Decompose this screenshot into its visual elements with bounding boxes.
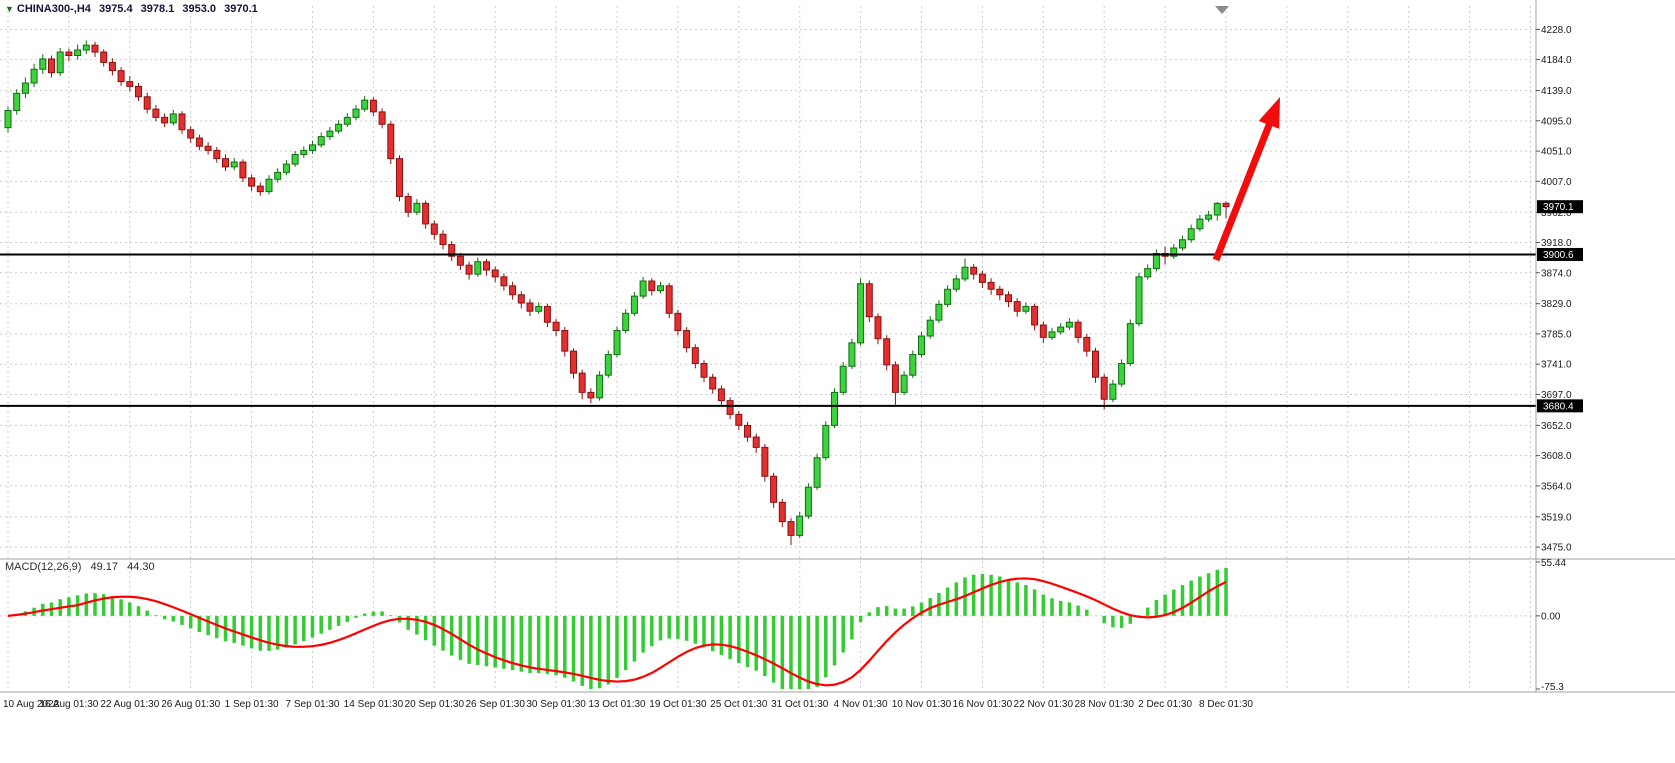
svg-text:3829.0: 3829.0 [1541, 299, 1572, 310]
svg-text:26 Sep 01:30: 26 Sep 01:30 [465, 699, 525, 710]
svg-text:4051.0: 4051.0 [1541, 147, 1572, 158]
svg-text:3608.0: 3608.0 [1541, 451, 1572, 462]
svg-text:3564.0: 3564.0 [1541, 481, 1572, 492]
svg-text:4139.0: 4139.0 [1541, 86, 1572, 97]
svg-text:28 Nov 01:30: 28 Nov 01:30 [1074, 699, 1134, 710]
svg-text:3970.1: 3970.1 [1543, 202, 1574, 213]
macd-indicator-label: MACD(12,26,9) 49.17 44.30 [5, 561, 161, 573]
svg-text:22 Nov 01:30: 22 Nov 01:30 [1014, 699, 1074, 710]
svg-text:3900.6: 3900.6 [1543, 250, 1574, 261]
svg-text:8 Dec 01:30: 8 Dec 01:30 [1199, 699, 1253, 710]
ohlc-low: 3953.0 [182, 3, 217, 15]
grid [0, 6, 1536, 689]
macd-title: MACD(12,26,9) [5, 561, 82, 573]
symbol-ohlc-label: ▼ CHINA300-,H4 3975.4 3978.1 3953.0 3970.… [5, 3, 263, 15]
svg-text:13 Oct 01:30: 13 Oct 01:30 [588, 699, 646, 710]
svg-text:30 Sep 01:30: 30 Sep 01:30 [526, 699, 586, 710]
svg-text:22 Aug 01:30: 22 Aug 01:30 [100, 699, 159, 710]
svg-text:3475.0: 3475.0 [1541, 543, 1572, 554]
svg-text:25 Oct 01:30: 25 Oct 01:30 [710, 699, 768, 710]
svg-text:55.44: 55.44 [1541, 558, 1566, 569]
svg-text:19 Oct 01:30: 19 Oct 01:30 [649, 699, 707, 710]
svg-text:4 Nov 01:30: 4 Nov 01:30 [834, 699, 888, 710]
svg-text:10 Aug 2022: 10 Aug 2022 [3, 699, 60, 710]
svg-text:2 Dec 01:30: 2 Dec 01:30 [1138, 699, 1192, 710]
macd-indicator [7, 568, 1228, 689]
svg-text:16 Aug 01:30: 16 Aug 01:30 [39, 699, 98, 710]
macd-value: 49.17 [90, 561, 119, 573]
svg-text:3519.0: 3519.0 [1541, 512, 1572, 523]
price-label-box [1537, 247, 1583, 261]
candlestick-series [4, 40, 1230, 545]
symbol-name: CHINA300-,H4 [16, 3, 91, 15]
svg-text:14 Sep 01:30: 14 Sep 01:30 [344, 699, 404, 710]
ohlc-high: 3978.1 [140, 3, 175, 15]
svg-text:3741.0: 3741.0 [1541, 360, 1572, 371]
svg-text:20 Sep 01:30: 20 Sep 01:30 [405, 699, 465, 710]
svg-text:4095.0: 4095.0 [1541, 116, 1572, 127]
price-axis[interactable]: 4228.0 4184.0 4139.0 4095.0 4051.0 4007.0 3962… [1536, 25, 1583, 693]
svg-text:-75.3: -75.3 [1541, 682, 1564, 693]
svg-text:4007.0: 4007.0 [1541, 177, 1572, 188]
support-resistance-lines[interactable] [0, 253, 1536, 407]
svg-text:3918.0: 3918.0 [1541, 238, 1572, 249]
svg-text:4228.0: 4228.0 [1541, 25, 1572, 36]
svg-text:3874.0: 3874.0 [1541, 268, 1572, 279]
svg-text:7 Sep 01:30: 7 Sep 01:30 [286, 699, 340, 710]
svg-text:4184.0: 4184.0 [1541, 55, 1572, 66]
ohlc-open: 3975.4 [98, 3, 133, 15]
trend-arrow-annotation[interactable] [1212, 97, 1280, 262]
svg-text:3785.0: 3785.0 [1541, 329, 1572, 340]
price-label-box [1537, 399, 1583, 413]
svg-text:31 Oct 01:30: 31 Oct 01:30 [771, 699, 829, 710]
svg-text:10 Nov 01:30: 10 Nov 01:30 [892, 699, 952, 710]
svg-text:0.00: 0.00 [1541, 611, 1561, 622]
pane-separators [0, 0, 1675, 693]
symbol-dropdown-icon: ▼ [5, 4, 14, 14]
price-label-box [1537, 200, 1583, 214]
svg-text:16 Nov 01:30: 16 Nov 01:30 [953, 699, 1013, 710]
svg-text:26 Aug 01:30: 26 Aug 01:30 [161, 699, 220, 710]
svg-text:3680.4: 3680.4 [1543, 401, 1574, 412]
svg-text:3697.0: 3697.0 [1541, 390, 1572, 401]
svg-text:3652.0: 3652.0 [1541, 421, 1572, 432]
svg-text:3962.0: 3962.0 [1541, 208, 1572, 219]
ohlc-close: 3970.1 [224, 3, 258, 15]
chart-shift-marker[interactable] [1215, 6, 1229, 14]
svg-text:1 Sep 01:30: 1 Sep 01:30 [225, 699, 279, 710]
macd-signal-value: 44.30 [127, 561, 155, 573]
